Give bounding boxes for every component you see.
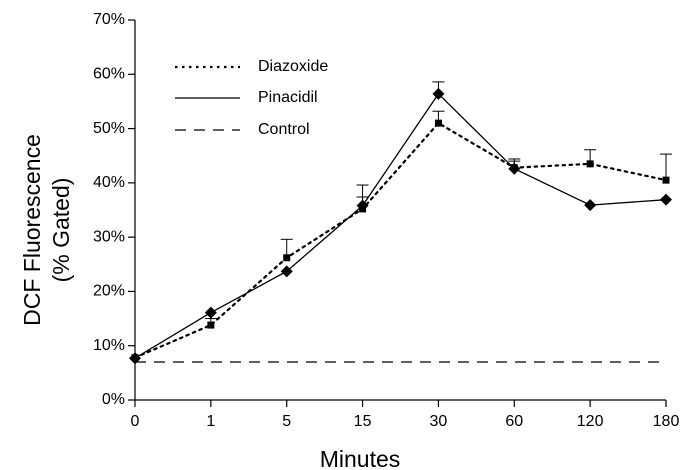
x-tick-label: 120 [577, 413, 604, 430]
data-point-pinacidil [584, 199, 597, 212]
y-tick-label: 10% [93, 337, 125, 354]
y-tick-label: 70% [93, 11, 125, 28]
x-tick-label: 30 [430, 413, 448, 430]
y-ticks: 0% 10% 20% 30% 40% 50% 60% 70% [93, 11, 135, 408]
data-point-pinacidil [508, 162, 521, 175]
x-axis-title: Minutes [320, 446, 401, 470]
y-tick-label: 50% [93, 120, 125, 137]
data-point-pinacidil [356, 199, 369, 212]
data-point-diazoxide [662, 176, 670, 184]
x-tick-label: 180 [653, 413, 680, 430]
y-tick-label: 30% [93, 228, 125, 245]
data-point-pinacidil [204, 306, 217, 319]
y-axis-title-line2: (% Gated) [48, 178, 74, 283]
data-point-pinacidil [129, 352, 141, 365]
data-point-diazoxide [207, 321, 215, 329]
data-point-diazoxide [586, 160, 594, 168]
legend: Diazoxide Pinacidil Control [175, 58, 328, 138]
y-tick-label: 60% [93, 66, 125, 83]
series-line-diazoxide [133, 121, 668, 359]
plot-area [129, 81, 672, 365]
x-tick-label: 15 [354, 413, 372, 430]
series-line-pinacidil [134, 92, 667, 359]
legend-label-pinacidil: Pinacidil [258, 89, 318, 106]
data-point-pinacidil [432, 87, 445, 100]
data-point-pinacidil [660, 193, 672, 206]
x-tick-label: 0 [131, 413, 140, 430]
series-pinacidil [129, 81, 672, 365]
x-ticks: 0 1 5 15 30 60 120 180 [131, 400, 680, 430]
legend-label-diazoxide: Diazoxide [258, 58, 328, 75]
y-tick-label: 40% [93, 174, 125, 191]
y-axis-title-line1: DCF Fluorescence [19, 134, 45, 326]
x-tick-label: 60 [505, 413, 523, 430]
legend-label-control: Control [258, 121, 310, 138]
x-tick-label: 1 [206, 413, 215, 430]
y-tick-label: 0% [102, 391, 125, 408]
y-axis: 0% 10% 20% 30% 40% 50% 60% 70% [93, 11, 136, 408]
x-axis: 0 1 5 15 30 60 120 180 [131, 399, 680, 430]
y-tick-label: 20% [93, 283, 125, 300]
data-point-diazoxide [283, 254, 291, 262]
data-point-pinacidil [280, 265, 293, 278]
x-tick-label: 5 [282, 413, 291, 430]
data-point-diazoxide [434, 119, 442, 127]
